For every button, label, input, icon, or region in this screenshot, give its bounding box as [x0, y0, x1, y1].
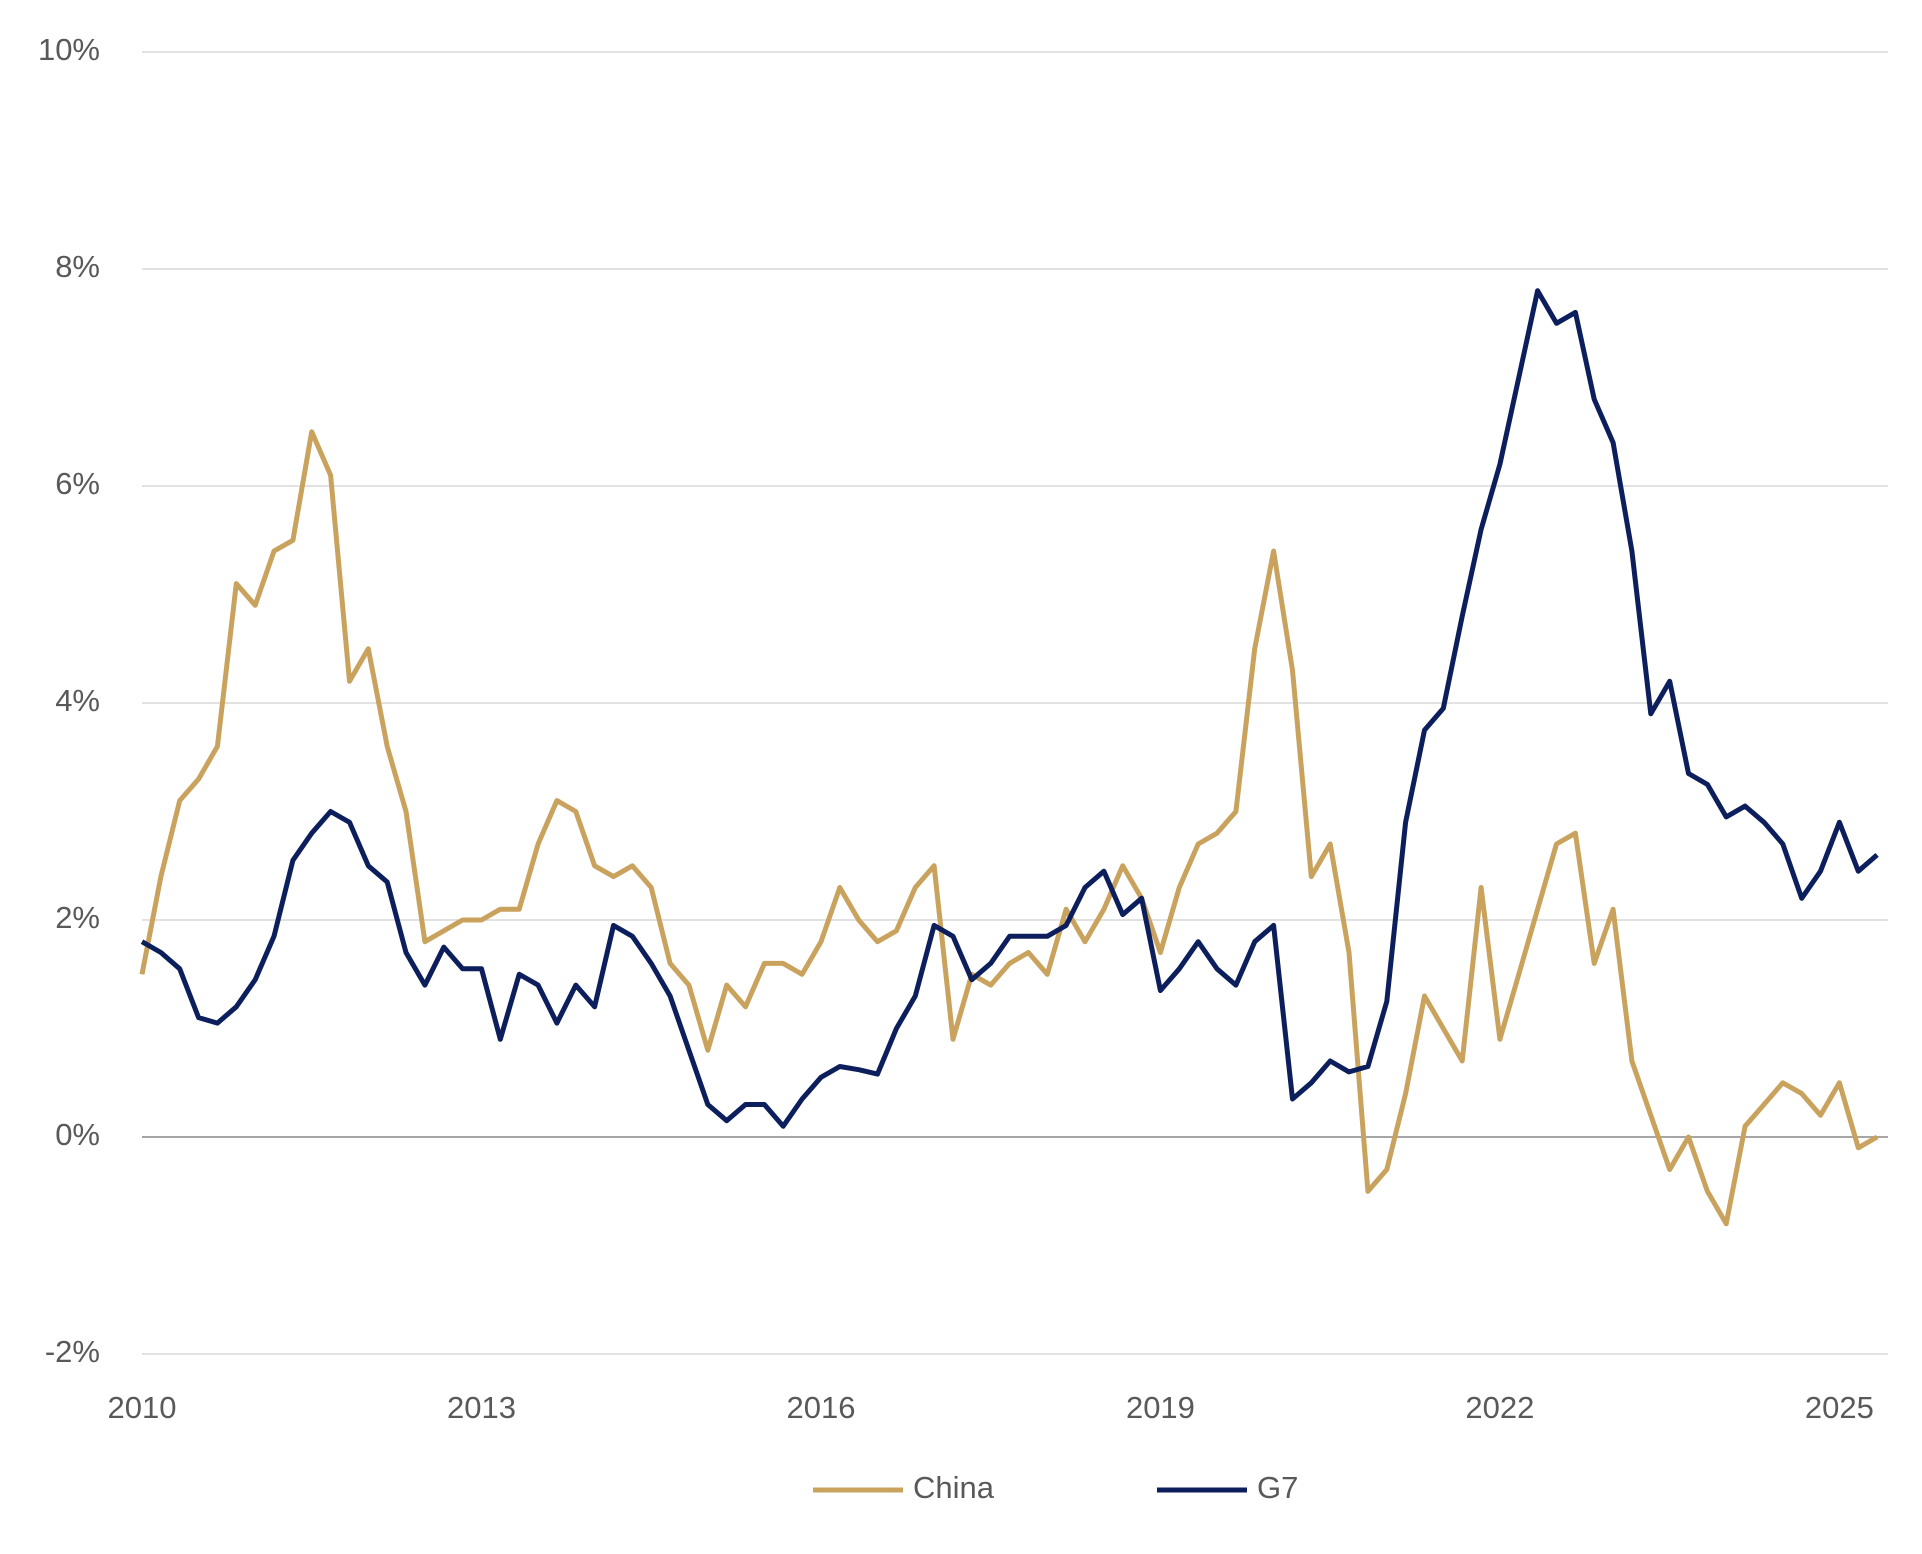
y-tick-label: -2%: [45, 1334, 100, 1369]
y-tick-label: 8%: [55, 249, 100, 284]
y-tick-label: 4%: [55, 683, 100, 718]
series-line: [139, 429, 1879, 1227]
y-tick-label: 6%: [55, 466, 100, 501]
x-tick-label: 2025: [1805, 1390, 1874, 1425]
legend-label: China: [913, 1470, 995, 1505]
x-tick-label: 2019: [1126, 1390, 1195, 1425]
y-tick-label: 2%: [55, 900, 100, 935]
legend-label: G7: [1257, 1470, 1298, 1505]
x-tick-label: 2016: [786, 1390, 855, 1425]
series-line: [140, 288, 1879, 1129]
x-tick-label: 2022: [1465, 1390, 1534, 1425]
y-tick-label: 0%: [55, 1117, 100, 1152]
y-tick-label: 10%: [38, 32, 100, 67]
x-tick-label: 2013: [447, 1390, 516, 1425]
x-tick-label: 2010: [108, 1390, 177, 1425]
